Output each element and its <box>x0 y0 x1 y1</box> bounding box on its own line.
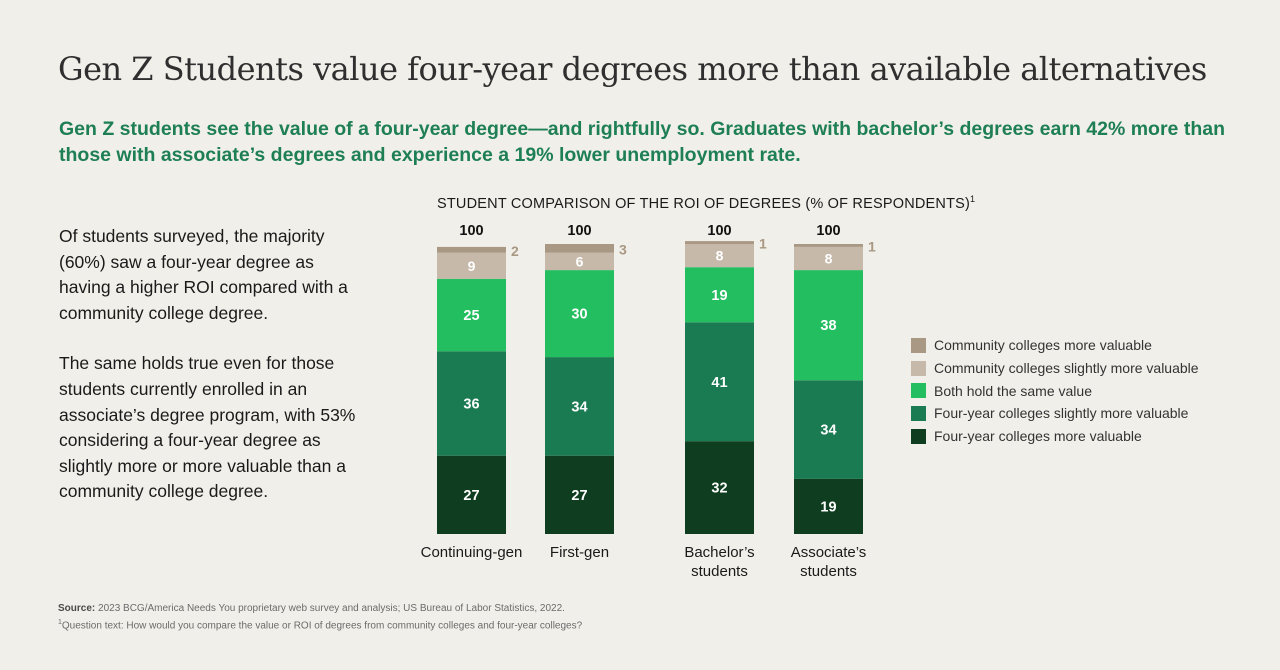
source-note: Source: 2023 BCG/America Needs You propr… <box>58 602 582 633</box>
bar-segment <box>685 441 754 534</box>
data-label: 1 <box>868 238 876 254</box>
total-label: 100 <box>707 223 731 239</box>
chart-title-text: STUDENT COMPARISON OF THE ROI OF DEGREES… <box>437 195 971 212</box>
category-label: Bachelor’s students <box>684 544 754 580</box>
data-label: 2 <box>511 243 519 259</box>
bar-segment <box>545 244 614 253</box>
data-label: 34 <box>571 399 587 415</box>
legend-swatch <box>911 383 926 399</box>
footnote-marker: 1 <box>58 619 62 626</box>
bar-segment <box>685 241 754 244</box>
bar-segment <box>437 351 506 456</box>
bar-segment <box>545 252 614 271</box>
legend-item: Community colleges more valuable <box>911 334 1199 357</box>
bar-segment <box>794 380 863 479</box>
footnote-text: Question text: How would you compare the… <box>61 620 583 632</box>
category-label: Associate’s students <box>791 544 867 580</box>
legend-label: Community colleges slightly more valuabl… <box>934 360 1199 377</box>
data-label: 8 <box>716 248 724 264</box>
data-label: 8 <box>825 251 833 267</box>
total-label: 100 <box>567 223 591 239</box>
data-label: 27 <box>571 488 587 504</box>
bar-segment <box>437 278 506 352</box>
bar-segment <box>685 244 754 268</box>
legend-label: Four-year colleges slightly more valuabl… <box>934 405 1189 422</box>
legend-swatch <box>911 337 926 353</box>
legend-item: Four-year colleges slightly more valuabl… <box>911 402 1199 425</box>
data-label: 25 <box>463 308 479 324</box>
data-label: 30 <box>571 307 587 323</box>
data-label: 32 <box>711 481 727 497</box>
data-label: 19 <box>711 288 727 304</box>
legend-swatch <box>911 360 926 376</box>
data-label: 3 <box>619 241 627 257</box>
legend-swatch <box>911 428 926 444</box>
bar-segment <box>794 246 863 271</box>
legend-label: Community colleges more valuable <box>934 337 1152 354</box>
legend-item: Four-year colleges more valuable <box>911 425 1199 448</box>
body-paragraph-2: The same holds true even for those stude… <box>59 353 356 502</box>
data-label: 9 <box>468 258 476 274</box>
data-label: 34 <box>820 423 836 439</box>
legend-swatch <box>911 405 926 421</box>
body-text: Of students surveyed, the majority (60%)… <box>59 224 359 530</box>
bar-segment <box>545 357 614 456</box>
source-label: Source: <box>58 603 96 614</box>
source-text: 2023 BCG/America Needs You proprietary w… <box>98 603 565 614</box>
data-label: 38 <box>820 318 836 334</box>
bar-segment <box>437 252 506 279</box>
body-paragraph-1: Of students surveyed, the majority (60%)… <box>59 226 348 323</box>
bar-segment <box>685 322 754 442</box>
bar-segment <box>437 455 506 534</box>
data-label: 41 <box>711 375 727 391</box>
page-subtitle: Gen Z students see the value of a four-y… <box>59 118 1225 166</box>
legend-label: Four-year colleges more valuable <box>934 428 1142 445</box>
category-label: First-gen <box>550 544 609 561</box>
bar-segment <box>794 270 863 381</box>
total-label: 100 <box>816 223 840 239</box>
bar-segment <box>545 455 614 534</box>
category-label: Continuing-gen <box>421 544 523 561</box>
bar-segment <box>437 246 506 253</box>
total-label: 100 <box>459 223 483 239</box>
legend-item: Community colleges slightly more valuabl… <box>911 357 1199 380</box>
bar-segment <box>685 267 754 323</box>
data-label: 36 <box>463 397 479 413</box>
page-title: Gen Z Students value four-year degrees m… <box>58 50 1207 88</box>
data-label: 6 <box>576 253 584 269</box>
bar-segment <box>794 478 863 534</box>
data-label: 1 <box>759 236 767 252</box>
chart-title-footnote: 1 <box>970 194 976 204</box>
chart-legend: Community colleges more valuable Communit… <box>911 334 1199 447</box>
bar-segment <box>794 244 863 247</box>
data-label: 27 <box>463 488 479 504</box>
data-label: 19 <box>820 499 836 515</box>
legend-label: Both hold the same value <box>934 382 1092 399</box>
legend-item: Both hold the same value <box>911 379 1199 402</box>
bar-segment <box>545 270 614 358</box>
chart-title: STUDENT COMPARISON OF THE ROI OF DEGREES… <box>437 194 975 212</box>
